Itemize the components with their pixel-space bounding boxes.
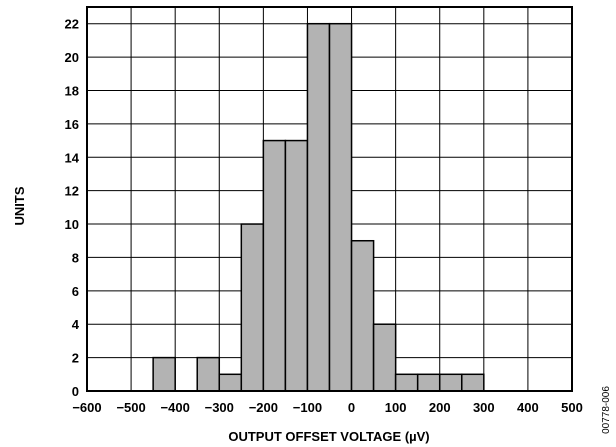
histogram-bar [306, 22, 331, 392]
histogram-bar [461, 373, 485, 392]
plot-frame [86, 6, 573, 392]
histogram-bar [284, 139, 309, 392]
y-tick-label: 14 [65, 150, 80, 165]
x-tick-label: 0 [348, 400, 355, 415]
y-tick-label: 6 [72, 284, 79, 299]
y-tick-label: 20 [65, 50, 79, 65]
y-tick-label: 0 [72, 384, 79, 399]
histogram-bar [196, 356, 221, 392]
y-tick-label: 16 [65, 117, 79, 132]
y-tick-label: 22 [65, 17, 79, 32]
figure-id: 00778-006 [601, 386, 612, 434]
x-tick-label: −100 [293, 400, 322, 415]
y-tick-label: 10 [65, 217, 79, 232]
histogram-bar [328, 22, 353, 392]
histogram-bar [394, 373, 419, 392]
y-tick-label: 4 [72, 317, 80, 332]
x-tick-labels: −600 −500 −400 −300 −200 −100 0 100 200 300 400 500 [72, 400, 583, 415]
histogram-bar [262, 139, 287, 392]
y-tick-label: 18 [65, 83, 79, 98]
x-tick-label: −300 [205, 400, 234, 415]
y-tick-labels: 0 2 4 6 8 10 12 14 16 18 20 22 [65, 17, 80, 399]
histogram-bar [240, 223, 265, 392]
histogram-bar [350, 239, 375, 392]
x-axis-title: OUTPUT OFFSET VOLTAGE (µV) [228, 429, 429, 444]
x-tick-label: 200 [429, 400, 451, 415]
x-tick-label: 300 [473, 400, 495, 415]
histogram-bars [152, 22, 485, 392]
histogram-bar [416, 373, 441, 392]
x-tick-label: 100 [385, 400, 407, 415]
histogram-bar [152, 356, 176, 392]
y-axis-title: UNITS [12, 186, 27, 225]
histogram-bar [218, 373, 243, 392]
x-tick-label: 400 [517, 400, 539, 415]
x-tick-label: −500 [116, 400, 145, 415]
x-tick-label: −600 [72, 400, 101, 415]
y-tick-label: 2 [72, 351, 79, 366]
x-tick-label: −200 [249, 400, 278, 415]
histogram-bar [372, 323, 397, 392]
histogram-bar [438, 373, 463, 392]
x-tick-label: 500 [561, 400, 583, 415]
y-tick-label: 8 [72, 250, 79, 265]
y-tick-label: 12 [65, 184, 79, 199]
x-tick-label: −400 [161, 400, 190, 415]
